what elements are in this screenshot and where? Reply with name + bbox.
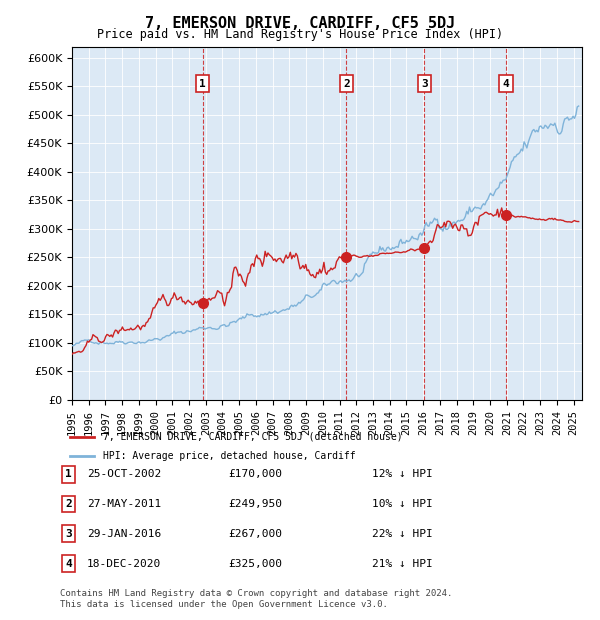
Text: 29-JAN-2016: 29-JAN-2016 xyxy=(87,529,161,539)
Text: £170,000: £170,000 xyxy=(228,469,282,479)
Text: 1: 1 xyxy=(199,79,206,89)
Text: 10% ↓ HPI: 10% ↓ HPI xyxy=(372,499,433,509)
Text: 3: 3 xyxy=(65,529,72,539)
Text: £249,950: £249,950 xyxy=(228,499,282,509)
Text: 2: 2 xyxy=(65,499,72,509)
Text: 1: 1 xyxy=(65,469,72,479)
Text: 25-OCT-2002: 25-OCT-2002 xyxy=(87,469,161,479)
Text: 7, EMERSON DRIVE, CARDIFF, CF5 5DJ: 7, EMERSON DRIVE, CARDIFF, CF5 5DJ xyxy=(145,16,455,30)
Text: 3: 3 xyxy=(421,79,428,89)
Text: 4: 4 xyxy=(65,559,72,569)
Text: 12% ↓ HPI: 12% ↓ HPI xyxy=(372,469,433,479)
Text: 2: 2 xyxy=(343,79,350,89)
Text: £267,000: £267,000 xyxy=(228,529,282,539)
Text: Price paid vs. HM Land Registry's House Price Index (HPI): Price paid vs. HM Land Registry's House … xyxy=(97,28,503,41)
Text: 4: 4 xyxy=(503,79,509,89)
Text: HPI: Average price, detached house, Cardiff: HPI: Average price, detached house, Card… xyxy=(103,451,356,461)
Text: 21% ↓ HPI: 21% ↓ HPI xyxy=(372,559,433,569)
Text: Contains HM Land Registry data © Crown copyright and database right 2024.
This d: Contains HM Land Registry data © Crown c… xyxy=(60,590,452,609)
Text: 7, EMERSON DRIVE, CARDIFF, CF5 5DJ (detached house): 7, EMERSON DRIVE, CARDIFF, CF5 5DJ (deta… xyxy=(103,432,403,442)
Text: 22% ↓ HPI: 22% ↓ HPI xyxy=(372,529,433,539)
Text: £325,000: £325,000 xyxy=(228,559,282,569)
Text: 18-DEC-2020: 18-DEC-2020 xyxy=(87,559,161,569)
Text: 27-MAY-2011: 27-MAY-2011 xyxy=(87,499,161,509)
